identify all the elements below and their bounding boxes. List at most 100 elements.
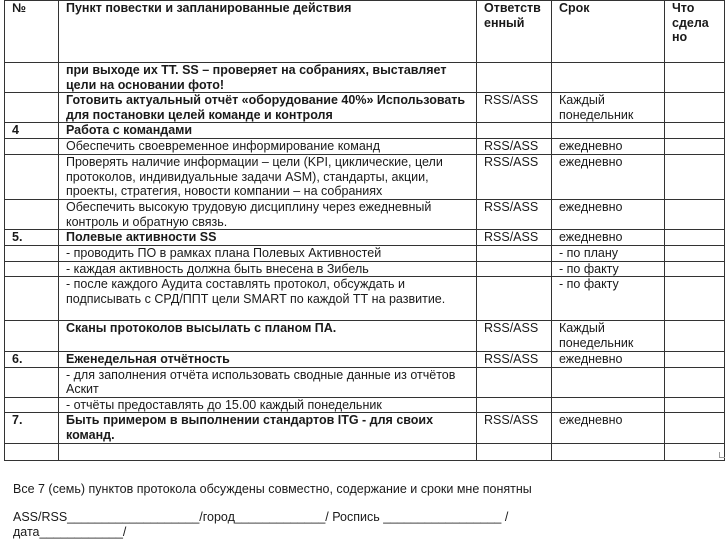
cell-due — [551, 366, 665, 398]
cell-responsible: RSS/ASS — [476, 229, 552, 246]
header-done: Что сдела но — [664, 0, 725, 63]
cell-done — [664, 244, 725, 262]
cell-item: Полевые активности SS — [58, 229, 477, 246]
cell-num — [4, 320, 59, 352]
cell-item — [58, 442, 477, 461]
cell-num: 7. — [4, 412, 59, 444]
cell-done — [664, 366, 725, 398]
cell-due: ежедневно — [551, 412, 665, 444]
cell-num — [4, 276, 59, 322]
cell-item: - отчёты предоставлять до 15.00 каждый п… — [58, 396, 477, 414]
cell-due — [551, 396, 665, 414]
header-responsible: Ответств енный — [476, 0, 552, 63]
cell-item: Быть примером в выполнении стандартов IT… — [58, 412, 477, 444]
cell-done — [664, 229, 725, 246]
cell-due: Каждый понедельник — [551, 320, 665, 352]
cell-done — [664, 198, 725, 231]
cell-responsible: RSS/ASS — [476, 198, 552, 231]
table-row: - отчёты предоставлять до 15.00 каждый п… — [4, 396, 725, 414]
table-row: Обеспечить своевременное информирование … — [4, 138, 725, 155]
cell-item: Проверять наличие информации – цели (KPI… — [58, 153, 477, 200]
table-row: 6. Еженедельная отчётность RSS/ASS ежедневн… — [4, 350, 725, 368]
cell-due: ежедневно — [551, 198, 665, 231]
cell-num — [4, 442, 59, 461]
cell-due: - по факту — [551, 260, 665, 278]
cell-num — [4, 61, 59, 94]
cell-num — [4, 396, 59, 414]
cell-responsible — [476, 122, 552, 140]
header-num: № — [4, 0, 59, 63]
cell-done — [664, 138, 725, 155]
cell-item: - каждая активность должна быть внесена … — [58, 260, 477, 278]
table-row: 4 Работа с командами — [4, 122, 725, 140]
cell-due: ежедневно — [551, 350, 665, 368]
cell-due: - по факту — [551, 276, 665, 322]
cell-item: Сканы протоколов высылать с планом ПА. — [58, 320, 477, 352]
cell-num — [4, 366, 59, 398]
cell-done — [664, 320, 725, 352]
cell-done — [664, 122, 725, 140]
cell-item: Работа с командами — [58, 122, 477, 140]
table-body: при выходе их ТТ. SS – проверяет на собр… — [4, 61, 725, 461]
cell-num — [4, 153, 59, 200]
cell-num — [4, 260, 59, 278]
cell-item: Готовить актуальный отчёт «оборудование … — [58, 92, 477, 124]
table-row: Готовить актуальный отчёт «оборудование … — [4, 92, 725, 124]
table-row: Сканы протоколов высылать с планом ПА. RS… — [4, 320, 725, 352]
table-resize-handle[interactable] — [719, 452, 725, 458]
table-row: - каждая активность должна быть внесена … — [4, 260, 725, 278]
table-row: Проверять наличие информации – цели (KPI… — [4, 153, 725, 200]
cell-item: Обеспечить своевременное информирование … — [58, 138, 477, 155]
table-row: 5. Полевые активности SS RSS/ASS ежедневно — [4, 229, 725, 246]
table-row: - проводить ПО в рамках плана Полевых Ак… — [4, 244, 725, 262]
cell-due — [551, 61, 665, 94]
cell-responsible: RSS/ASS — [476, 138, 552, 155]
cell-item: при выходе их ТТ. SS – проверяет на собр… — [58, 61, 477, 94]
table-row: 7. Быть примером в выполнении стандартов … — [4, 412, 725, 444]
cell-done — [664, 396, 725, 414]
protocol-table: № Пункт повестки и запланированные дейст… — [4, 0, 725, 461]
cell-due: ежедневно — [551, 153, 665, 200]
cell-num — [4, 92, 59, 124]
table-row: - после каждого Аудита составлять проток… — [4, 276, 725, 322]
cell-due: - по плану — [551, 244, 665, 262]
cell-responsible — [476, 260, 552, 278]
cell-done — [664, 276, 725, 322]
cell-done — [664, 260, 725, 278]
cell-responsible — [476, 442, 552, 461]
table-row: - для заполнения отчёта использовать сво… — [4, 366, 725, 398]
table-row: при выходе их ТТ. SS – проверяет на собр… — [4, 61, 725, 94]
cell-due: ежедневно — [551, 138, 665, 155]
cell-responsible: RSS/ASS — [476, 320, 552, 352]
cell-responsible — [476, 276, 552, 322]
cell-done — [664, 350, 725, 368]
cell-due: Каждый понедельник — [551, 92, 665, 124]
cell-responsible — [476, 244, 552, 262]
cell-done — [664, 92, 725, 124]
agreement-statement: Все 7 (семь) пунктов протокола обсуждены… — [13, 482, 532, 496]
cell-responsible — [476, 366, 552, 398]
cell-item: - для заполнения отчёта использовать сво… — [58, 366, 477, 398]
table-row: Обеспечить высокую трудовую дисциплину ч… — [4, 198, 725, 231]
cell-due — [551, 122, 665, 140]
cell-item: - после каждого Аудита составлять проток… — [58, 276, 477, 322]
cell-responsible: RSS/ASS — [476, 350, 552, 368]
cell-responsible: RSS/ASS — [476, 153, 552, 200]
cell-num: 5. — [4, 229, 59, 246]
header-due: Срок — [551, 0, 665, 63]
cell-num — [4, 198, 59, 231]
cell-item: Еженедельная отчётность — [58, 350, 477, 368]
cell-responsible: RSS/ASS — [476, 412, 552, 444]
cell-done — [664, 412, 725, 444]
cell-due: ежедневно — [551, 229, 665, 246]
header-item: Пункт повестки и запланированные действи… — [58, 0, 477, 63]
cell-num — [4, 138, 59, 155]
cell-responsible: RSS/ASS — [476, 92, 552, 124]
table-row — [4, 442, 725, 461]
cell-due — [551, 442, 665, 461]
table-header: № Пункт повестки и запланированные дейст… — [4, 0, 725, 63]
cell-num — [4, 244, 59, 262]
cell-num: 4 — [4, 122, 59, 140]
cell-responsible — [476, 61, 552, 94]
cell-num: 6. — [4, 350, 59, 368]
